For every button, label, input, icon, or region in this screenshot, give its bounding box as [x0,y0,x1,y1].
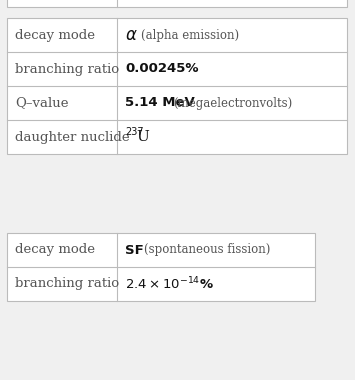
Text: U: U [136,130,149,144]
Bar [7,233,315,301]
Bar [7,18,347,154]
Text: branching ratio: branching ratio [15,277,119,290]
Bar [7,0,347,7]
Text: 0.00245%: 0.00245% [125,62,198,76]
Text: (megaelectronvolts): (megaelectronvolts) [173,97,292,109]
Text: (spontaneous fission): (spontaneous fission) [144,244,271,256]
Text: $\alpha$: $\alpha$ [125,26,138,44]
Text: Q–value: Q–value [15,97,69,109]
Text: 5.14 MeV: 5.14 MeV [125,97,195,109]
Text: decay mode: decay mode [15,244,95,256]
Text: decay mode: decay mode [15,28,95,41]
Text: $2.4\times10^{-14}$%: $2.4\times10^{-14}$% [125,276,214,292]
Text: SF: SF [125,244,144,256]
Text: branching ratio: branching ratio [15,62,119,76]
Text: daughter nuclide: daughter nuclide [15,130,130,144]
Text: 237: 237 [125,127,144,137]
Text: (alpha emission): (alpha emission) [141,28,239,41]
